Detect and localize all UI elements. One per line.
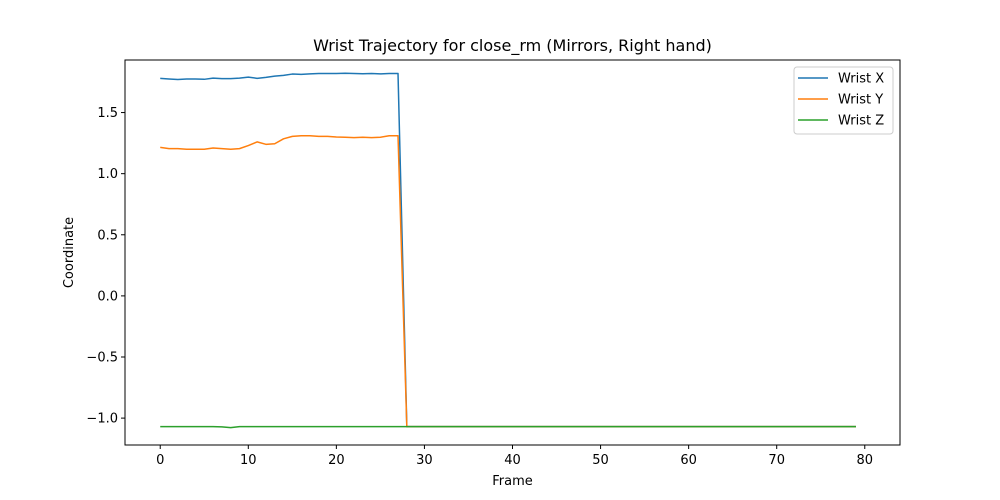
- legend: Wrist X Wrist Y Wrist Z: [793, 66, 894, 135]
- y-tick-label: −1.0: [86, 412, 118, 427]
- legend-label-wrist-y: Wrist Y: [838, 93, 883, 108]
- y-tick-label: 1.0: [97, 167, 118, 182]
- chart-title: Wrist Trajectory for close_rm (Mirrors, …: [313, 36, 712, 56]
- y-tick-label: 0.5: [97, 228, 118, 243]
- legend-label-wrist-z: Wrist Z: [838, 114, 884, 129]
- x-axis-label: Frame: [492, 474, 533, 489]
- legend-box: [793, 66, 894, 135]
- y-tick-label: 0.0: [97, 289, 118, 304]
- x-tick-label: 40: [504, 453, 521, 468]
- x-tick-label: 20: [328, 453, 345, 468]
- series-layer: [160, 72, 856, 429]
- x-tick-label: 80: [856, 453, 873, 468]
- y-axis-label: Coordinate: [62, 217, 77, 288]
- x-tick-label: 60: [680, 453, 697, 468]
- series-line-wrist-z: [160, 425, 856, 429]
- x-tick-label: 50: [592, 453, 609, 468]
- x-tick-label: 70: [768, 453, 785, 468]
- y-tick-label: 1.5: [97, 106, 118, 121]
- plot-frame: [124, 59, 901, 446]
- legend-label-wrist-x: Wrist X: [838, 72, 884, 87]
- ticks-layer: 0 10 20 30 40 50 60 70 80 −1.0 −0.5 0.0 0.5 1.0 1.5: [86, 106, 873, 468]
- y-tick-label: −0.5: [86, 351, 118, 366]
- x-tick-label: 0: [156, 453, 164, 468]
- x-tick-label: 10: [240, 453, 257, 468]
- x-tick-label: 30: [416, 453, 433, 468]
